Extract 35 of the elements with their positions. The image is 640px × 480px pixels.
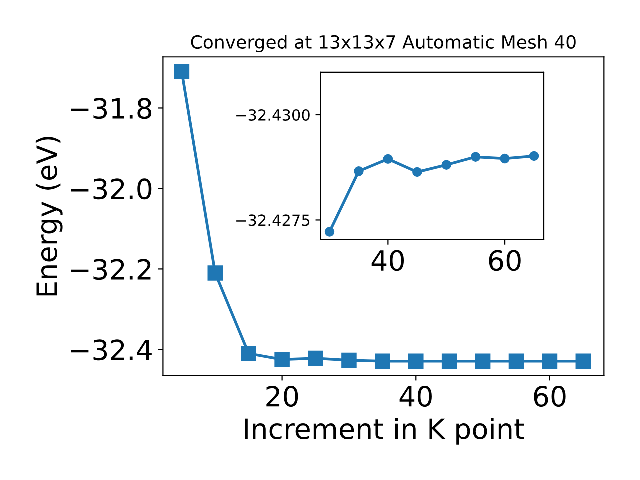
x-tick-label: 20 <box>266 386 298 408</box>
point <box>375 354 390 369</box>
chart-title: Converged at 13x13x7 Automatic Mesh 40 <box>191 35 576 53</box>
y-axis-title: Energy (eV) <box>36 136 63 296</box>
x-tick-label: 40 <box>400 386 432 408</box>
point <box>408 354 424 369</box>
point <box>274 352 290 368</box>
point <box>342 352 357 368</box>
y-tick-label: −32.4275 <box>236 214 310 226</box>
point <box>208 266 224 281</box>
point <box>529 151 540 162</box>
point <box>308 350 324 366</box>
point <box>508 354 524 369</box>
y-tick-label: −32.4300 <box>236 109 310 122</box>
x-tick-label: 60 <box>489 250 521 272</box>
point <box>500 154 510 164</box>
point <box>475 354 491 369</box>
point <box>383 154 394 164</box>
point <box>470 152 481 162</box>
point <box>241 346 256 362</box>
point <box>324 227 335 237</box>
y-tick-label: −31.8 <box>71 98 152 120</box>
point <box>576 354 592 369</box>
point <box>442 354 458 369</box>
point <box>354 166 364 176</box>
point <box>412 167 422 178</box>
point <box>442 160 452 170</box>
point <box>542 354 558 369</box>
y-tick-label: −32.0 <box>71 178 152 200</box>
x-axis-title: Increment in K point <box>245 418 524 445</box>
x-tick-label: 40 <box>372 250 404 272</box>
point <box>174 64 190 80</box>
y-tick-label: −32.2 <box>71 259 151 280</box>
x-tick-label: 60 <box>534 386 566 408</box>
y-tick-label: −32.4 <box>71 340 152 361</box>
